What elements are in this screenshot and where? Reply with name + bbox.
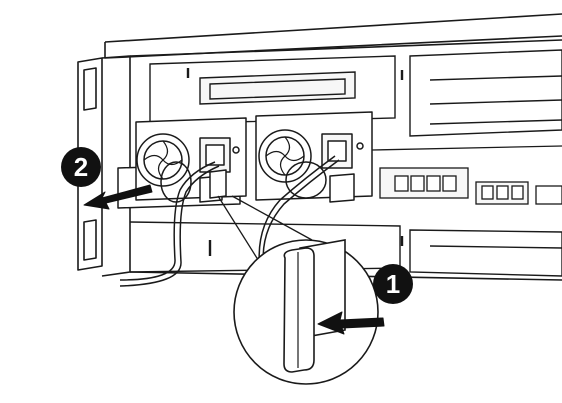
step-badge-2-number: 2 (74, 152, 88, 182)
psu-right-cord-loop (285, 161, 327, 199)
io-port-8 (535, 185, 562, 205)
release-tab-callout (233, 239, 385, 385)
psu-right-cord-outline (262, 159, 340, 271)
psu-right-inlet-socket (327, 140, 347, 162)
pull-arrow-shape (83, 184, 153, 210)
pull-arrow (83, 184, 153, 210)
psu-left-fan-blades (143, 140, 183, 180)
psu-left-inlet-socket (205, 144, 225, 166)
press-arrow (317, 311, 385, 335)
io-port-3 (426, 175, 441, 192)
chassis-top-edge (104, 13, 562, 43)
step-badge-1: 1 (373, 264, 413, 304)
rack-ear-slot-bottom (83, 219, 97, 261)
riser-bay-2-line-1 (429, 75, 562, 81)
power-cords (119, 155, 340, 287)
chassis-front-left (101, 55, 131, 277)
rear-io-ports (371, 145, 562, 205)
chassis-rear-top (129, 39, 562, 57)
io-port-5 (481, 185, 494, 200)
psu-left (117, 117, 247, 209)
io-port-4 (442, 175, 457, 192)
step-badge-2-circle (61, 147, 101, 187)
psu-left-release-tab (209, 169, 227, 199)
riser-bay-2 (409, 49, 562, 137)
step-badge-2: 2 (61, 147, 101, 187)
riser-bay-2-line-2 (429, 99, 562, 105)
io-divider (371, 145, 562, 151)
psu-right-handle (329, 173, 355, 203)
psu-left-cord-outline (119, 165, 220, 287)
step-badge-1-circle (373, 264, 413, 304)
psu-left-cord (119, 161, 216, 281)
psu-right-cord (258, 155, 336, 271)
psu-right-fan-blades (265, 136, 305, 176)
io-port-7 (511, 185, 524, 200)
io-port-6 (496, 185, 509, 200)
lower-bay-2-line (429, 245, 562, 249)
step-badge-1-number: 1 (386, 269, 400, 299)
callout-leader-right (231, 195, 313, 241)
io-port-1 (394, 175, 409, 192)
riser-bay-2-line-3 (429, 119, 562, 125)
callout-release-tab (283, 247, 315, 373)
upper-riser-bays (149, 49, 562, 137)
io-port-2 (410, 175, 425, 192)
psu-right (255, 111, 373, 203)
psu-left-led (232, 146, 240, 154)
riser-slot-1-inner (209, 78, 346, 100)
psu-left-cord-loop (160, 161, 192, 203)
lower-bay-2 (409, 229, 562, 277)
psu-right-led (356, 142, 364, 150)
rack-ear-slot-top (83, 67, 97, 111)
